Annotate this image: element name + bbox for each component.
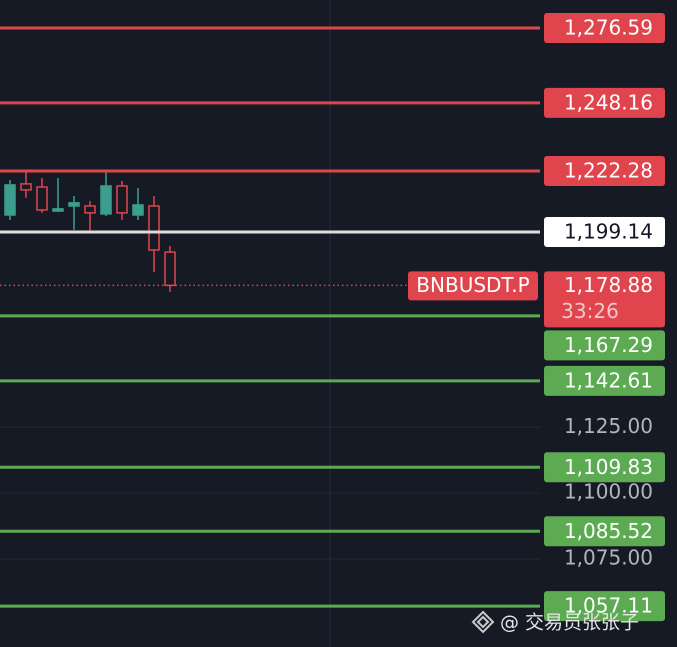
candle-body bbox=[4, 184, 16, 216]
level-label-box bbox=[544, 365, 665, 396]
watermark: @ 交易员张张子 bbox=[500, 612, 639, 634]
candle-body bbox=[20, 183, 32, 191]
level-label: 1,222.28 bbox=[564, 159, 653, 183]
level-label: 1,109.83 bbox=[564, 455, 653, 479]
candle-body bbox=[116, 185, 128, 214]
level-label: 1,167.29 bbox=[564, 333, 653, 357]
symbol-label: BNBUSDT.P bbox=[416, 273, 529, 297]
level-label: 1,057.11 bbox=[564, 594, 653, 618]
y-tick-label: 1,100.00 bbox=[564, 480, 653, 504]
symbol-label-box bbox=[408, 271, 538, 301]
level-label-box bbox=[544, 156, 665, 187]
level-label-box bbox=[544, 216, 665, 247]
countdown-label: 33:26 bbox=[561, 299, 619, 323]
candle-body bbox=[36, 186, 48, 211]
level-label: 1,142.61 bbox=[564, 368, 653, 392]
last-price-label: 1,178.88 bbox=[564, 273, 653, 297]
level-label-box bbox=[544, 591, 665, 622]
watermark-icon bbox=[471, 610, 495, 634]
level-label: 1,199.14 bbox=[564, 219, 653, 243]
last-price-box bbox=[544, 271, 665, 328]
level-label: 1,276.59 bbox=[564, 15, 653, 39]
candle-body bbox=[84, 205, 96, 214]
y-tick-label: 1,125.00 bbox=[564, 414, 653, 438]
level-label-box bbox=[544, 452, 665, 483]
candle-body bbox=[52, 208, 64, 212]
y-tick-label: 1,075.00 bbox=[564, 546, 653, 570]
candle-body bbox=[132, 204, 144, 216]
candle-body bbox=[100, 185, 112, 215]
candle-body bbox=[164, 251, 176, 287]
level-label-box bbox=[544, 87, 665, 118]
level-label: 1,085.52 bbox=[564, 519, 653, 543]
candle-body bbox=[68, 202, 80, 207]
level-label-box bbox=[544, 12, 665, 43]
level-label-box bbox=[544, 330, 665, 361]
candle-body bbox=[148, 205, 160, 251]
level-label: 1,248.16 bbox=[564, 90, 653, 114]
level-label-box bbox=[544, 516, 665, 547]
